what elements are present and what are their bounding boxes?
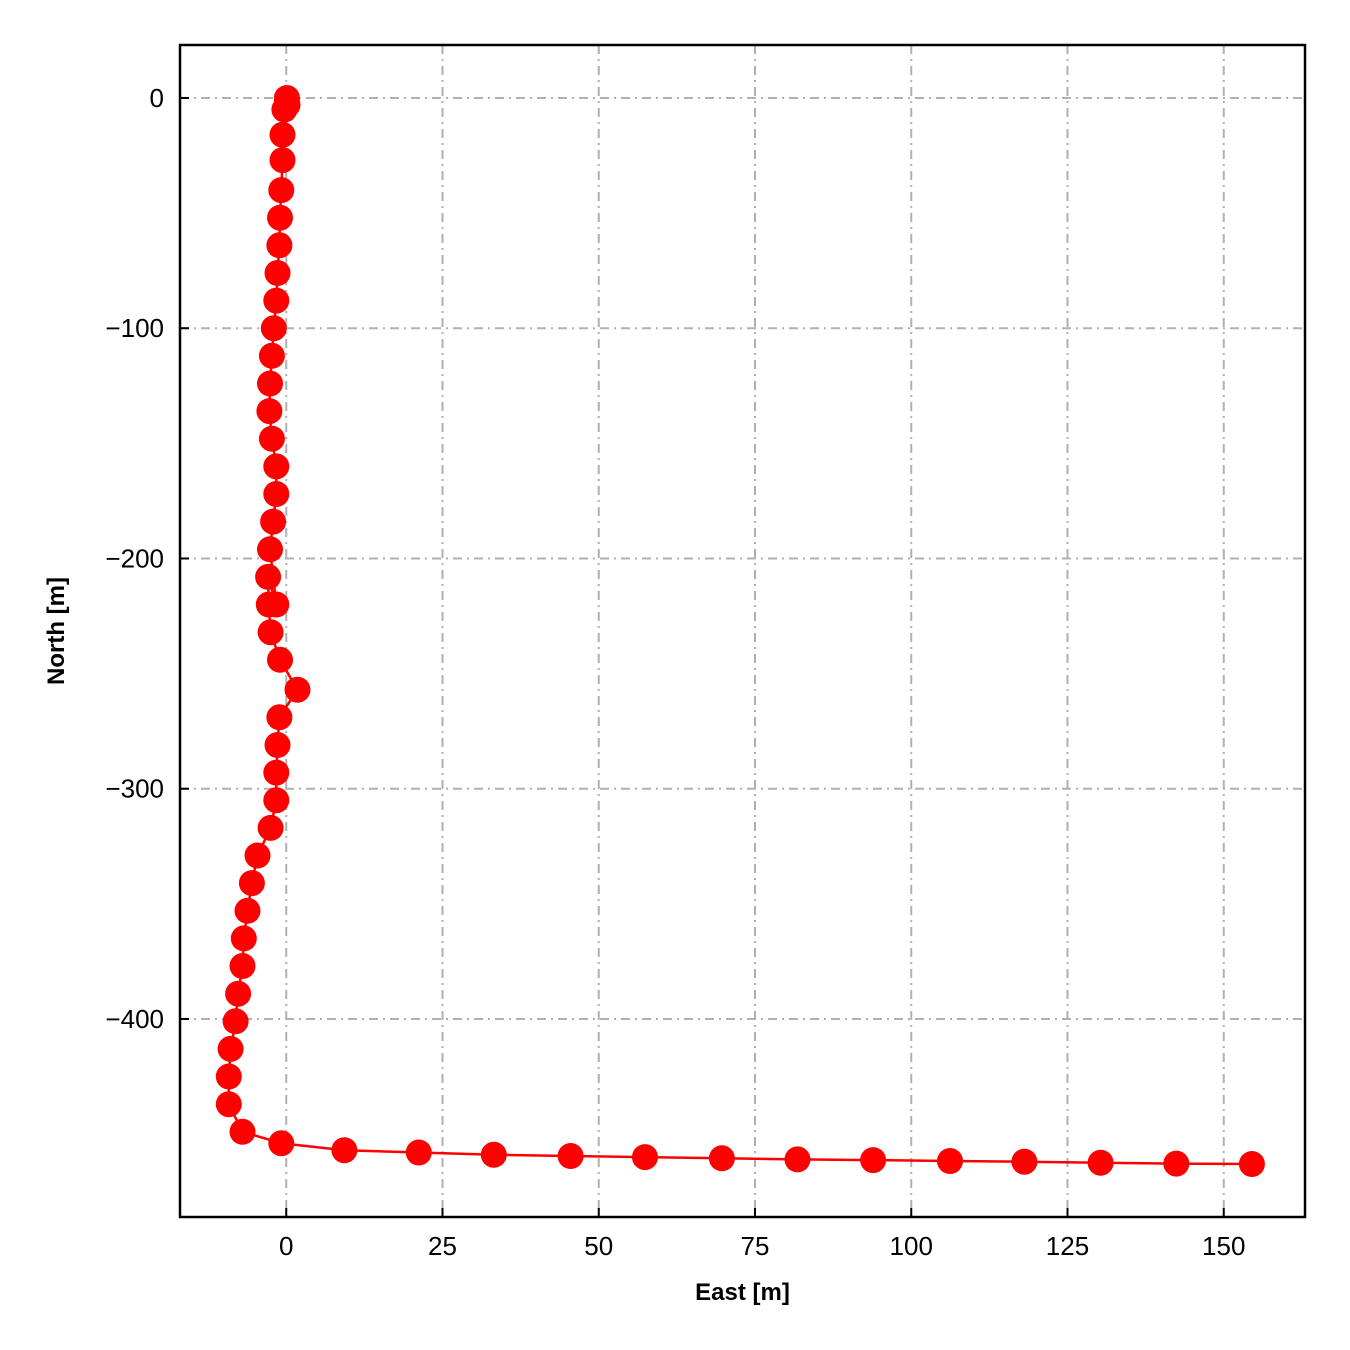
- x-tick-label: 75: [741, 1231, 770, 1261]
- data-point: [632, 1144, 658, 1171]
- data-point: [244, 842, 271, 869]
- data-point: [234, 897, 261, 924]
- data-point: [267, 646, 293, 673]
- data-point: [284, 676, 311, 703]
- data-point: [256, 398, 283, 425]
- data-point: [480, 1141, 507, 1168]
- data-point: [860, 1147, 887, 1174]
- data-point: [268, 177, 295, 204]
- data-point: [255, 563, 282, 590]
- data-point: [225, 980, 252, 1007]
- y-tick-label: −400: [105, 1004, 164, 1034]
- x-tick-label: 125: [1046, 1231, 1089, 1261]
- data-point: [937, 1148, 963, 1174]
- data-point: [257, 536, 283, 563]
- series-group: [215, 85, 1265, 1177]
- plot-frame: [178, 43, 1307, 1219]
- x-tick-label: 50: [584, 1231, 613, 1261]
- y-tick-label: −200: [105, 543, 164, 573]
- data-point: [331, 1137, 358, 1164]
- data-point: [238, 870, 265, 897]
- data-point: [258, 342, 285, 369]
- data-point: [260, 508, 287, 535]
- data-point: [263, 759, 290, 786]
- x-tick-label: 100: [890, 1231, 933, 1261]
- data-point: [255, 591, 282, 618]
- data-point: [264, 732, 291, 758]
- data-point: [258, 425, 285, 452]
- data-point: [266, 704, 293, 731]
- data-point: [263, 787, 290, 814]
- data-point: [1163, 1150, 1190, 1177]
- y-axis-label: North [m]: [43, 577, 70, 685]
- x-tick-label: 0: [279, 1231, 293, 1261]
- data-point: [1087, 1149, 1114, 1176]
- data-point: [260, 315, 287, 342]
- data-point: [264, 260, 291, 286]
- data-point: [263, 287, 290, 314]
- data-point: [267, 204, 293, 231]
- data-point: [1011, 1148, 1038, 1175]
- data-point: [405, 1139, 432, 1166]
- data-point: [217, 1035, 244, 1062]
- data-point: [257, 370, 283, 397]
- y-tick-label: −300: [105, 774, 164, 804]
- data-point: [215, 1091, 242, 1118]
- data-point: [215, 1063, 242, 1090]
- data-point: [271, 96, 298, 123]
- x-tick-label: 25: [428, 1231, 457, 1261]
- data-point: [1238, 1151, 1265, 1177]
- y-tick-label: 0: [150, 83, 164, 113]
- data-point: [269, 147, 296, 174]
- data-point: [222, 1008, 249, 1035]
- data-point: [263, 481, 290, 507]
- data-point: [784, 1146, 811, 1173]
- x-axis-label: East [m]: [695, 1279, 790, 1306]
- data-point: [269, 121, 296, 148]
- data-point: [257, 814, 284, 841]
- ticks: 0 25 50 75 100 125 150 0 −100 −200 −300 −400: [105, 83, 1245, 1261]
- data-point: [257, 619, 284, 646]
- x-tick-label: 150: [1202, 1231, 1245, 1261]
- data-point: [263, 453, 290, 480]
- data-point: [230, 925, 257, 952]
- data-point: [708, 1145, 735, 1172]
- y-tick-label: −100: [105, 313, 164, 343]
- data-point: [229, 953, 256, 979]
- data-point: [557, 1143, 584, 1169]
- data-point: [268, 1130, 295, 1157]
- data-point: [229, 1118, 256, 1145]
- data-point: [266, 232, 293, 259]
